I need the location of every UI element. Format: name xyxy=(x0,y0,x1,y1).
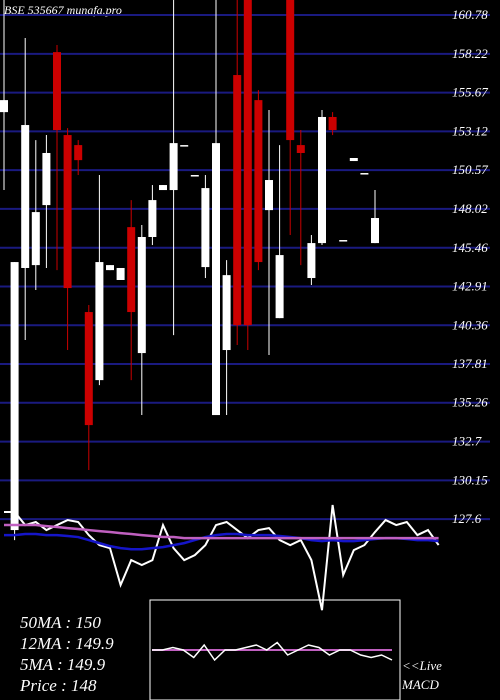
candle-body xyxy=(116,267,125,280)
y-tick-label: 130.15 xyxy=(452,472,488,487)
candle-body xyxy=(233,75,242,326)
macd-label: MACD xyxy=(401,677,439,692)
candle-body xyxy=(212,143,220,416)
candle-body xyxy=(180,145,189,147)
candle-body xyxy=(254,100,263,263)
y-tick-label: 137.81 xyxy=(452,356,488,371)
candle-body xyxy=(222,275,231,351)
candle-body xyxy=(21,125,30,268)
candle-body xyxy=(137,237,146,354)
y-tick-label: 160.78 xyxy=(452,7,488,22)
candle-body xyxy=(243,0,252,326)
stat-label: 12MA : 149.9 xyxy=(20,634,114,653)
candle-body xyxy=(286,0,295,141)
stat-label: Price : 148 xyxy=(19,676,97,695)
candle-body xyxy=(106,265,114,271)
candle-body xyxy=(95,262,104,381)
y-tick-label: 132.7 xyxy=(452,434,482,449)
y-tick-label: 150.57 xyxy=(452,162,488,177)
candle-body xyxy=(74,145,83,161)
candle-body xyxy=(169,143,178,191)
candle-body xyxy=(339,240,348,242)
candle-body xyxy=(265,180,273,211)
candle-body xyxy=(307,243,316,279)
indicator-line xyxy=(4,532,439,551)
candle-body xyxy=(127,227,136,313)
macd-label: <<Live xyxy=(402,658,442,673)
candle-body xyxy=(53,52,61,131)
y-tick-label: 140.36 xyxy=(452,317,488,332)
indicator-line xyxy=(4,504,440,611)
stat-label: 50MA : 150 xyxy=(20,613,101,632)
candle-body xyxy=(201,188,210,268)
y-tick-label: 145.46 xyxy=(452,240,488,255)
y-tick-label: 135.26 xyxy=(452,395,488,410)
candle-body xyxy=(10,262,19,531)
candle-body xyxy=(296,145,305,153)
candle-body xyxy=(328,116,337,131)
candle-body xyxy=(318,116,326,244)
candle-body xyxy=(275,255,284,319)
y-tick-label: 127.6 xyxy=(452,511,482,526)
candle-body xyxy=(148,200,157,238)
macd-line xyxy=(152,641,393,662)
candle-body xyxy=(0,100,8,113)
y-tick-label: 142.91 xyxy=(452,279,488,294)
candle-body xyxy=(349,158,358,162)
y-tick-label: 153.12 xyxy=(452,123,488,138)
macd-panel xyxy=(149,599,401,700)
candle-body xyxy=(42,152,51,206)
candle-body xyxy=(63,135,72,289)
candle-body xyxy=(190,175,199,177)
chart-title: BSE 535667 munafa.pro xyxy=(4,3,122,17)
stat-label: 5MA : 149.9 xyxy=(20,655,106,674)
candle-body xyxy=(360,173,369,175)
y-tick-label: 155.67 xyxy=(452,85,488,100)
candle-body xyxy=(159,185,167,191)
y-tick-label: 148.02 xyxy=(452,201,488,216)
candle-body xyxy=(371,218,379,244)
y-tick-label: 158.22 xyxy=(452,46,488,61)
candle-body xyxy=(31,212,40,266)
indicator-line xyxy=(4,523,439,540)
candle-body xyxy=(84,312,93,426)
